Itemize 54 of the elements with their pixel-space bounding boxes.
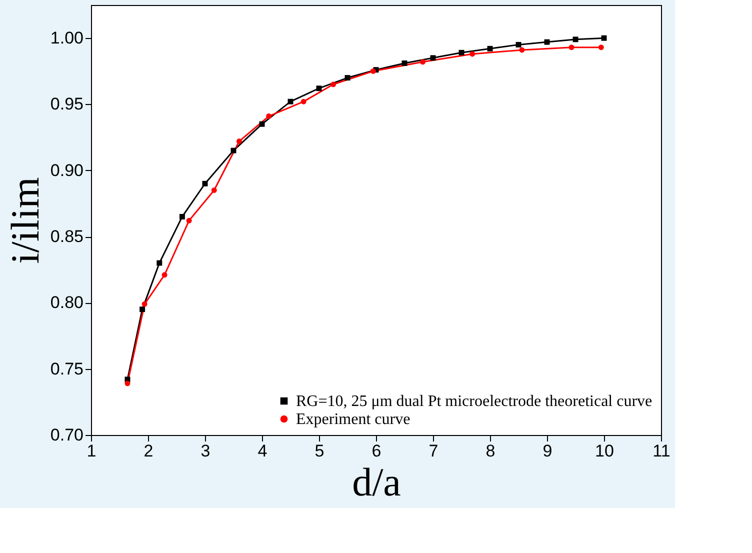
point [601,35,607,41]
y-tick-label: 0.70 [50,426,84,444]
point [487,46,493,52]
y-axis-title: i/ilim [2,177,48,264]
legend-label: RG=10, 25 μm dual Pt microelectrode theoretical curve [296,393,652,410]
point [458,50,464,56]
point [430,55,436,61]
point [230,148,236,154]
x-tick-label: 10 [595,442,614,460]
point [544,39,550,45]
point [124,380,130,386]
point [179,214,185,220]
x-tick-label: 2 [144,442,154,460]
x-tick-label: 9 [542,442,552,460]
point [572,36,578,42]
point [344,75,350,81]
y-tick-label: 1.00 [50,28,84,48]
x-tick-label: 7 [428,442,438,460]
legend-label: Experiment curve [296,411,410,428]
point [140,306,146,312]
y-tick-label: 0.90 [50,160,84,180]
point [162,272,168,278]
y-tick-label: 0.80 [50,293,84,312]
point [300,98,306,104]
x-tick-label: 4 [258,442,268,460]
point [402,60,408,66]
point [519,47,525,53]
point [568,44,574,50]
point [211,187,217,193]
point [598,44,604,50]
point [370,68,376,74]
point [316,86,322,92]
point [156,260,162,266]
point [236,138,242,144]
point [202,180,208,186]
point [420,59,426,65]
x-tick-label: 6 [372,442,382,460]
point [142,301,148,307]
point [186,218,192,224]
x-tick-label: 11 [652,442,670,460]
x-tick-label: 3 [200,442,210,460]
x-tick-label: 5 [314,442,324,460]
x-tick-label: 1 [86,442,96,460]
point [266,113,272,119]
point [470,51,476,57]
y-tick-label: 0.75 [50,359,84,378]
point [330,82,336,88]
point [288,98,294,104]
point [516,42,522,48]
point [259,121,265,127]
x-axis-title: d/a [352,460,402,504]
y-tick-label: 0.95 [50,94,84,114]
y-tick-label: 0.85 [50,227,84,246]
x-tick-label: 8 [486,442,496,460]
